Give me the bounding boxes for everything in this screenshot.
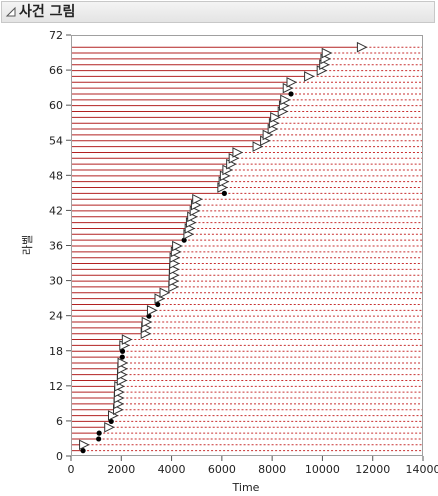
- x-axis-label: Time: [232, 481, 260, 494]
- censor-marker: [321, 47, 333, 59]
- censor-marker: [270, 112, 281, 123]
- censor-marker: [304, 71, 315, 82]
- x-tick-label: 6000: [208, 463, 236, 476]
- censor-marker: [252, 141, 264, 152]
- x-tick-label: 12000: [355, 463, 390, 476]
- y-tick-label: 0: [56, 450, 63, 463]
- panel-header[interactable]: 사건 그림: [1, 1, 435, 23]
- x-tick-label: 0: [68, 463, 75, 476]
- censor-marker: [107, 410, 119, 421]
- collapse-triangle-icon[interactable]: [4, 5, 18, 19]
- y-tick-label: 60: [49, 99, 63, 112]
- censor-marker: [154, 293, 166, 304]
- y-tick-label: 72: [49, 29, 63, 42]
- y-tick-label: 6: [56, 415, 63, 428]
- event-markers: [79, 41, 368, 454]
- y-tick-label: 48: [49, 169, 63, 182]
- y-tick-label: 66: [49, 64, 63, 77]
- censor-marker: [286, 76, 298, 88]
- event-dot: [96, 430, 102, 436]
- censor-marker: [104, 421, 115, 433]
- event-dot: [181, 237, 187, 243]
- event-dot: [221, 190, 227, 196]
- censor-marker: [280, 94, 291, 106]
- event-dot: [80, 448, 86, 454]
- x-tick-label: 8000: [258, 463, 286, 476]
- censor-marker: [232, 147, 244, 158]
- x-tick-label: 14000: [406, 463, 438, 476]
- y-tick-label: 42: [49, 204, 63, 217]
- y-tick-label: 24: [49, 310, 63, 323]
- censor-marker: [159, 287, 171, 299]
- x-tick-label: 10000: [305, 463, 340, 476]
- censor-marker: [121, 334, 133, 345]
- censor-marker: [79, 439, 90, 451]
- y-tick-label: 36: [49, 240, 63, 253]
- censor-marker: [192, 193, 203, 205]
- event-rows: [71, 46, 423, 452]
- censor-marker: [262, 129, 274, 141]
- plot-frame: [71, 35, 423, 456]
- axes: 0 2000 4000 6000 8000 10000 12000 14000 0 6 12 18 24…: [49, 29, 438, 476]
- y-tick-label: 18: [49, 345, 63, 358]
- y-tick-label: 12: [49, 380, 63, 393]
- censor-marker: [141, 316, 153, 328]
- y-tick-label: 54: [49, 134, 63, 147]
- y-tick-label: 30: [49, 275, 63, 288]
- censor-marker: [356, 41, 368, 53]
- x-tick-label: 4000: [158, 463, 186, 476]
- censor-marker: [172, 240, 183, 252]
- event-dot: [119, 348, 126, 354]
- censor-marker: [146, 305, 158, 316]
- event-dot: [108, 418, 114, 425]
- censor-marker: [117, 357, 129, 369]
- event-dot: [119, 354, 125, 360]
- event-dot: [96, 436, 102, 442]
- x-tick-label: 2000: [107, 463, 135, 476]
- event-dot: [288, 91, 294, 97]
- event-dot: [155, 301, 161, 308]
- y-axis-label: 라벨: [21, 235, 34, 255]
- panel-title: 사건 그림: [19, 4, 76, 20]
